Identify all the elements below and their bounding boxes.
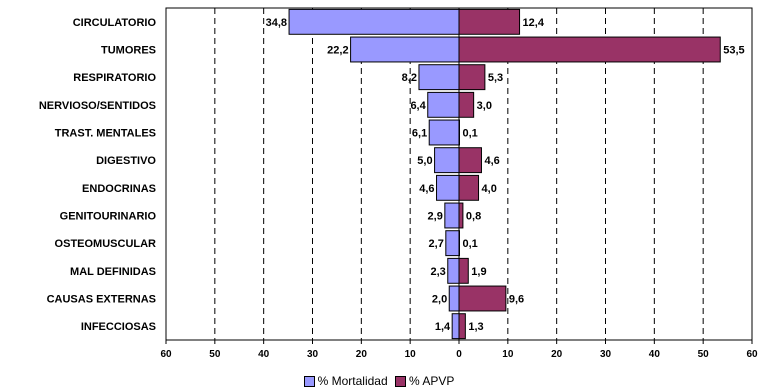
value-label-apvp: 12,4 [523,17,545,29]
bar-mortalidad [434,147,460,174]
bar-mortalidad [427,91,460,118]
value-label-mortalidad: 6,4 [410,100,426,112]
category-label: TRAST. MENTALES [55,128,156,140]
value-labels: 34,8 12,4 22,2 53,5 8,2 5,3 6,4 3,0 6,1 0,1 5,0 4,6… [266,17,745,333]
x-tick-label: 30 [600,349,612,360]
value-label-mortalidad: 8,2 [402,72,417,84]
bars [288,8,721,340]
legend-item-apvp: % APVP [395,374,454,388]
category-label: MAL DEFINIDAS [70,266,156,278]
category-label: GENITOURINARIO [60,211,157,223]
category-label: CAUSAS EXTERNAS [47,294,156,306]
bar-mortalidad [436,174,460,201]
value-label-mortalidad: 22,2 [327,45,348,57]
bar-apvp [458,8,521,35]
category-label: TUMORES [101,45,156,57]
legend-label-mortalidad: % Mortalidad [317,374,388,388]
x-tick-label: 0 [456,349,462,360]
category-label: RESPIRATORIO [73,72,156,84]
category-label: INFECCIOSAS [81,321,156,333]
value-label-mortalidad: 2,7 [429,238,444,250]
value-label-apvp: 4,6 [484,155,499,167]
value-label-mortalidad: 2,3 [430,266,445,278]
bar-apvp [458,313,466,340]
x-tick-label: 40 [649,349,661,360]
x-tick-label: 40 [258,349,270,360]
x-tick-label: 50 [698,349,710,360]
value-label-mortalidad: 1,4 [435,321,451,333]
bar-mortalidad [350,36,460,63]
bar-mortalidad [448,285,460,312]
value-label-apvp: 0,1 [462,128,477,140]
x-tick-label: 60 [746,349,758,360]
value-label-mortalidad: 4,6 [419,183,434,195]
legend: % Mortalidad % APVP [0,374,758,390]
bar-apvp [458,147,482,174]
bar-apvp [458,91,475,118]
x-axis-ticks: 60 50 40 30 20 10 0 10 20 30 40 50 60 [160,340,758,360]
legend-label-apvp: % APVP [409,374,455,388]
bar-mortalidad [418,64,460,91]
legend-item-mortalidad: % Mortalidad [303,374,388,388]
x-tick-label: 50 [209,349,221,360]
category-label: CIRCULATORIO [73,17,157,29]
value-label-apvp: 1,3 [468,321,483,333]
category-labels: CIRCULATORIO TUMORES RESPIRATORIO NERVIOSO/… [39,17,157,333]
value-label-mortalidad: 6,1 [412,128,427,140]
category-label: DIGESTIVO [96,155,156,167]
category-label: NERVIOSO/SENTIDOS [39,100,156,112]
gridlines [214,8,704,340]
bar-apvp [458,64,486,91]
value-label-apvp: 0,8 [466,211,481,223]
value-label-apvp: 1,9 [471,266,486,278]
value-label-mortalidad: 5,0 [417,155,432,167]
x-tick-label: 20 [356,349,368,360]
value-label-apvp: 53,5 [723,45,744,57]
legend-swatch-mortalidad [303,375,315,387]
category-label: ENDOCRINAS [82,183,156,195]
x-tick-label: 10 [502,349,514,360]
bar-mortalidad [451,313,460,340]
x-tick-label: 30 [307,349,319,360]
bar-apvp [458,174,480,201]
value-label-mortalidad: 2,9 [428,211,443,223]
x-tick-label: 60 [160,349,172,360]
bar-mortalidad [288,8,460,35]
bar-apvp [458,285,507,312]
bar-apvp [458,36,721,63]
value-label-apvp: 3,0 [477,100,492,112]
value-label-apvp: 5,3 [488,72,503,84]
value-label-apvp: 9,6 [509,294,524,306]
legend-swatch-apvp [395,375,406,387]
value-label-apvp: 0,1 [462,238,477,250]
x-tick-label: 10 [405,349,417,360]
value-label-mortalidad: 34,8 [266,17,287,29]
value-label-apvp: 4,0 [482,183,497,195]
bar-mortalidad [444,202,460,229]
bar-mortalidad [428,119,460,146]
bar-apvp [458,202,464,229]
category-label: OSTEOMUSCULAR [55,238,157,250]
x-tick-label: 20 [551,349,563,360]
bar-mortalidad [445,230,460,257]
bar-mortalidad [447,257,460,284]
bar-apvp [458,257,469,284]
value-label-mortalidad: 2,0 [432,294,447,306]
